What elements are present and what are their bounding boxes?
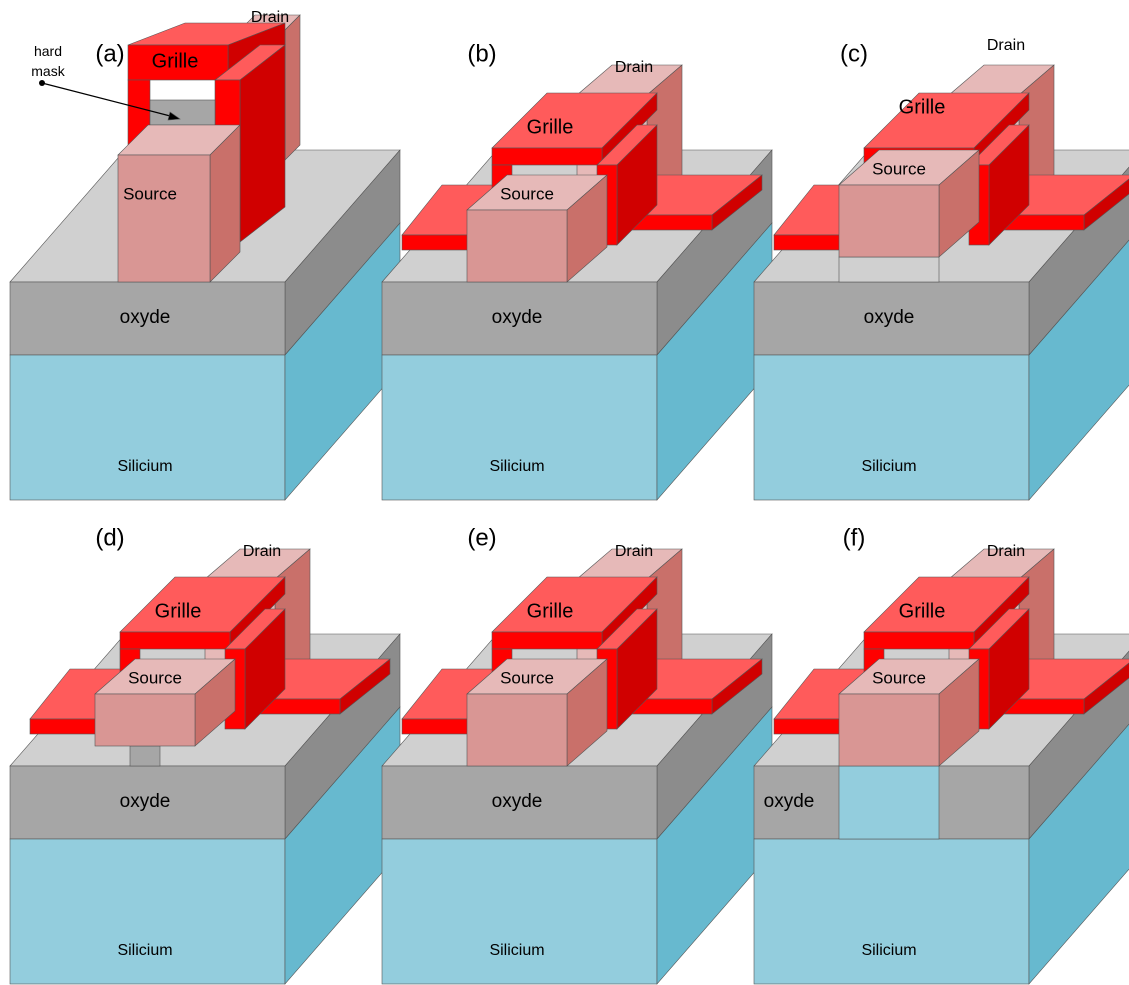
annotation-line: hard xyxy=(34,43,62,59)
oxide-label: oxyde xyxy=(120,307,171,328)
substrate-label: Silicium xyxy=(117,458,172,475)
gate-label: Grille xyxy=(527,600,574,622)
annotation: hard mask xyxy=(31,43,65,79)
source-front xyxy=(838,693,940,767)
hard-mask xyxy=(149,99,216,126)
panel: Grille Drain Source (b) oxyde Silicium xyxy=(381,40,773,501)
oxide-label: oxyde xyxy=(120,791,171,812)
oxide-front xyxy=(381,765,658,840)
oxide-label: oxyde xyxy=(764,791,815,812)
source-front xyxy=(466,209,568,283)
silicon-front xyxy=(9,838,286,985)
source-front xyxy=(466,693,568,767)
panel: Grille Drain Source (f) oxyde Silicium xyxy=(753,524,1129,985)
source-front xyxy=(838,184,940,258)
oxide-front xyxy=(381,281,658,356)
panel: Grille Drain Source (c) oxyde Silicium xyxy=(753,37,1129,501)
panel-label: (d) xyxy=(95,524,124,551)
panel: Grille Drain Source hard mask (a) oxyde Siliciu… xyxy=(9,9,401,501)
source-label: Source xyxy=(872,159,926,178)
silicon-side xyxy=(1028,723,1129,985)
source-label: Source xyxy=(500,184,554,203)
annotation-line: mask xyxy=(31,63,65,79)
source-label: Source xyxy=(872,668,926,687)
gate-label: Grille xyxy=(527,116,574,138)
substrate-label: Silicium xyxy=(489,458,544,475)
oxide-label: oxyde xyxy=(864,307,915,328)
drain-label: Drain xyxy=(987,37,1025,54)
silicon-front xyxy=(381,838,658,985)
oxide-label: oxyde xyxy=(492,791,543,812)
source-front xyxy=(117,154,211,283)
pillar xyxy=(129,745,161,767)
substrate-label: Silicium xyxy=(489,942,544,959)
silicon-window xyxy=(838,765,940,840)
gate-top-front xyxy=(119,631,231,650)
source-gap xyxy=(838,256,940,283)
gate-top-front xyxy=(491,631,603,650)
source-front xyxy=(94,693,196,747)
oxide-front xyxy=(753,281,1030,356)
gate-leg-right-side xyxy=(239,44,286,243)
panel: Grille Drain Source (d) oxyde Silicium xyxy=(9,524,401,985)
annotation-arrow xyxy=(41,82,179,119)
panel-label: (f) xyxy=(843,524,866,551)
arrow-head xyxy=(167,111,181,121)
drain-label: Drain xyxy=(251,9,289,26)
silicon-side xyxy=(1028,239,1129,501)
substrate-label: Silicium xyxy=(861,942,916,959)
silicon-front xyxy=(753,354,1030,501)
panel-label: (a) xyxy=(95,40,124,67)
oxide-front xyxy=(9,281,286,356)
gate-label: Grille xyxy=(155,600,202,622)
substrate-label: Silicium xyxy=(117,942,172,959)
silicon-front xyxy=(9,354,286,501)
panel-label: (e) xyxy=(467,524,496,551)
gate-label: Grille xyxy=(899,600,946,622)
silicon-front xyxy=(753,838,1030,985)
gate-top-front xyxy=(127,44,229,81)
source-label: Source xyxy=(128,668,182,687)
gate-top-front xyxy=(863,631,975,650)
drain-label: Drain xyxy=(987,543,1025,560)
drain-side xyxy=(284,14,301,161)
substrate-label: Silicium xyxy=(861,458,916,475)
drain-label: Drain xyxy=(615,59,653,76)
oxide-front xyxy=(9,765,286,840)
panel: Grille Drain Source (e) oxyde Silicium xyxy=(381,524,773,985)
gate-label: Grille xyxy=(899,96,946,118)
drain-label: Drain xyxy=(615,543,653,560)
oxide-label: oxyde xyxy=(492,307,543,328)
source-label: Source xyxy=(123,184,177,203)
panel-label: (c) xyxy=(840,40,868,67)
silicon-front xyxy=(381,354,658,501)
panel-label: (b) xyxy=(467,40,496,67)
source-label: Source xyxy=(500,668,554,687)
drain-label: Drain xyxy=(243,543,281,560)
annotation-dot xyxy=(39,80,45,86)
gate-label: Grille xyxy=(152,50,199,72)
gate-top-front xyxy=(491,147,603,166)
